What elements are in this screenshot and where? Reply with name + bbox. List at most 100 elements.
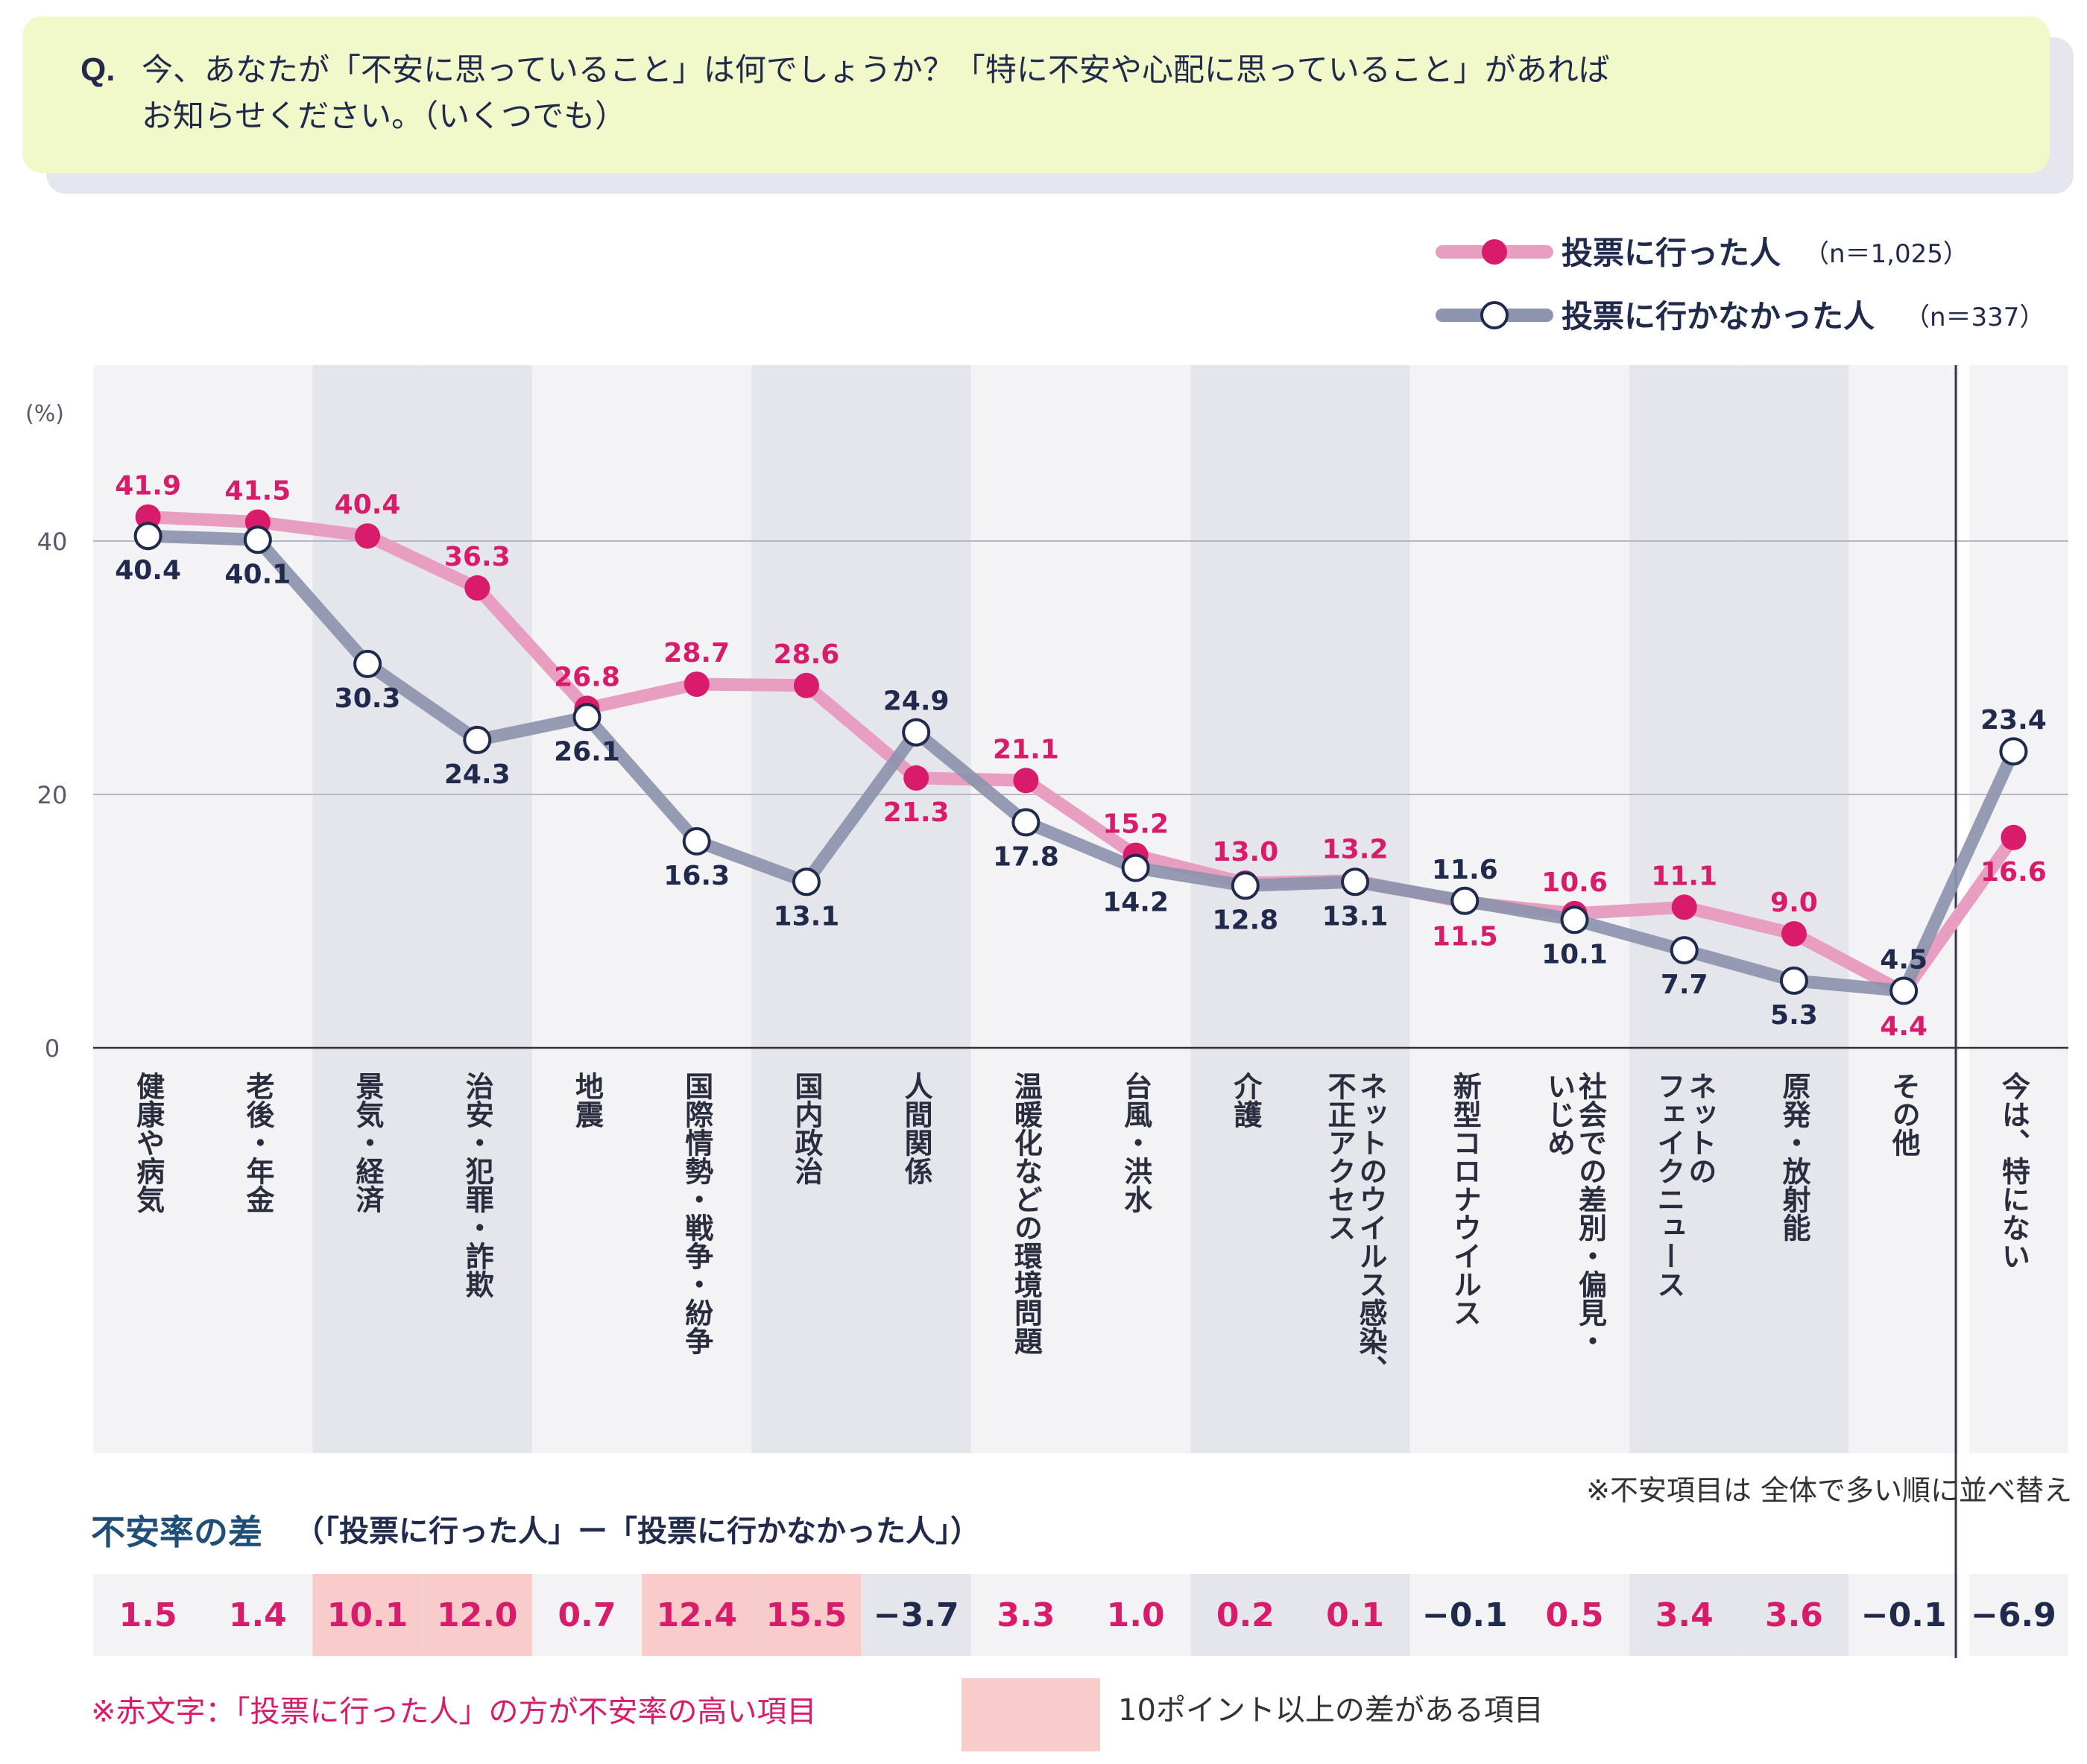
band-8 (970, 365, 1081, 1453)
marker-voted-17 (2001, 824, 2027, 850)
data-label-not-voted-7: 24.9 (883, 686, 950, 717)
diff-cell-5 (642, 1574, 752, 1656)
category-label-10: 介護 (1229, 1072, 1262, 1128)
marker-voted-2 (355, 523, 381, 549)
marker-not-voted-17 (1999, 737, 2028, 766)
data-label-not-voted-17: 23.4 (1980, 705, 2047, 736)
red-text-note: ※赤文字：「投票に行った人」の方が不安率の高い項目 (91, 1695, 817, 1729)
diff-cell-15 (1739, 1574, 1849, 1656)
marker-not-voted-11 (1341, 867, 1370, 897)
question-line-2: お知らせください。（いくつでも） (142, 98, 626, 134)
category-label-11: ネットのウイルス感染、 (1354, 1072, 1387, 1383)
band-15 (1739, 365, 1849, 1453)
data-label-voted-8: 21.1 (993, 734, 1059, 765)
diff-cell-9 (1081, 1574, 1191, 1656)
data-label-not-voted-11: 13.1 (1322, 901, 1389, 932)
marker-not-voted-14 (1670, 936, 1699, 965)
category-labels: 健康や病気 老後・年金 景気・経済 治安・犯罪・詐欺 地震 国際情勢・戦争・紛争 国内政治 人… (132, 1072, 2030, 1383)
data-label-voted-9: 15.2 (1102, 809, 1169, 840)
series-lines (142, 510, 2020, 999)
data-label-not-voted-13: 10.1 (1541, 939, 1608, 970)
category-label-12: 新型コロナウイルス (1448, 1072, 1481, 1327)
data-labels: 41.9 40.4 41.5 40.1 40.4 30.3 36.3 24.3 26.8 26.1… (115, 471, 2047, 1042)
data-label-not-voted-15: 5.3 (1770, 1000, 1818, 1031)
category-label-14: ネットの (1684, 1072, 1717, 1185)
data-label-not-voted-4: 26.1 (554, 736, 620, 767)
category-label-16: その他 (1887, 1072, 1921, 1157)
data-label-voted-1: 41.5 (224, 476, 291, 507)
data-label-not-voted-9: 14.2 (1102, 888, 1169, 918)
data-label-voted-2: 40.4 (335, 490, 401, 520)
diff-value-10: 0.2 (1216, 1596, 1275, 1634)
diff-value-17: −6.9 (1971, 1596, 2056, 1634)
marker-not-voted-12 (1450, 886, 1480, 915)
legend-not-voted-n: （n＝337） (1904, 303, 2045, 332)
sort-note: ※不安項目は 全体で多い順に並べ替え (1586, 1474, 2072, 1507)
data-label-voted-14: 11.1 (1651, 861, 1717, 891)
category-label-0: 健康や病気 (132, 1072, 165, 1214)
marker-voted-7 (903, 765, 929, 791)
marker-not-voted-13 (1560, 905, 1589, 935)
band-9 (1081, 365, 1191, 1453)
highlight-legend-label: 10ポイント以上の差がある項目 (1118, 1693, 1544, 1727)
legend-not-voted-marker (1480, 301, 1509, 329)
data-label-not-voted-10: 12.8 (1212, 905, 1278, 935)
data-label-not-voted-5: 16.3 (663, 861, 730, 891)
category-label-4: 地震 (571, 1072, 604, 1129)
marker-not-voted-2 (353, 649, 382, 678)
marker-voted-14 (1671, 894, 1697, 920)
marker-voted-3 (464, 575, 490, 601)
question-box (22, 16, 2050, 173)
diff-value-14: 3.4 (1655, 1596, 1714, 1634)
marker-not-voted-0 (133, 522, 162, 551)
diff-value-8: 3.3 (997, 1596, 1055, 1634)
band-3 (422, 365, 532, 1453)
diff-value-2: 10.1 (327, 1596, 408, 1634)
legend-not-voted-label: 投票に行かなかった人 (1562, 298, 1875, 335)
diff-cell-17 (1968, 1574, 2068, 1656)
category-label-9: 台風・洪水 (1120, 1072, 1152, 1213)
category-label-13: 社会での差別・偏見・ (1574, 1072, 1607, 1355)
data-label-not-voted-3: 24.3 (444, 759, 511, 790)
series-markers (133, 504, 2028, 1005)
diff-value-0: 1.5 (119, 1596, 177, 1634)
y-axis-unit: (%) (25, 401, 64, 427)
data-label-voted-5: 28.7 (663, 638, 730, 668)
y-axis: 0 20 40 (37, 528, 68, 1063)
marker-not-voted-8 (1011, 808, 1041, 837)
category-label-8: 温暖化などの環境問題 (1009, 1072, 1042, 1356)
diff-cell-10 (1190, 1574, 1301, 1656)
data-label-not-voted-2: 30.3 (335, 683, 401, 714)
diff-cell-4 (531, 1574, 642, 1656)
diff-value-4: 0.7 (558, 1596, 616, 1634)
data-label-voted-16: 4.4 (1880, 1011, 1927, 1042)
data-label-voted-12: 11.5 (1432, 922, 1498, 952)
diff-cell-6 (751, 1574, 862, 1656)
band-5 (642, 365, 752, 1453)
diff-cell-12 (1409, 1574, 1520, 1656)
marker-not-voted-10 (1231, 871, 1260, 900)
band-4 (531, 365, 642, 1453)
legend-voted-marker (1482, 239, 1507, 265)
diff-cell-7 (861, 1574, 971, 1656)
highlight-legend-swatch (962, 1678, 1100, 1751)
diff-cell-13 (1519, 1574, 1630, 1656)
data-label-voted-13: 10.6 (1541, 867, 1608, 898)
marker-voted-15 (1781, 921, 1807, 946)
background-bands (93, 365, 2068, 1453)
series-line-voted (142, 510, 2020, 999)
diff-subtitle: （「投票に行った人」ー「投票に行かなかった人」） (294, 1514, 980, 1549)
category-label-7: 人間関係 (900, 1072, 932, 1185)
diff-value-5: 12.4 (656, 1596, 737, 1634)
marker-not-voted-1 (243, 525, 272, 554)
category-label-17: 今は、特にない (1997, 1072, 2030, 1270)
marker-not-voted-4 (572, 703, 602, 732)
data-label-voted-4: 26.8 (554, 662, 620, 692)
diff-cell-3 (422, 1574, 532, 1656)
diff-cell-11 (1300, 1574, 1410, 1656)
y-tick-label: 40 (37, 528, 68, 556)
category-label-14: フェイクニュース (1652, 1072, 1685, 1298)
marker-not-voted-6 (792, 867, 821, 897)
diff-value-15: 3.6 (1765, 1596, 1823, 1634)
marker-not-voted-3 (463, 725, 492, 754)
